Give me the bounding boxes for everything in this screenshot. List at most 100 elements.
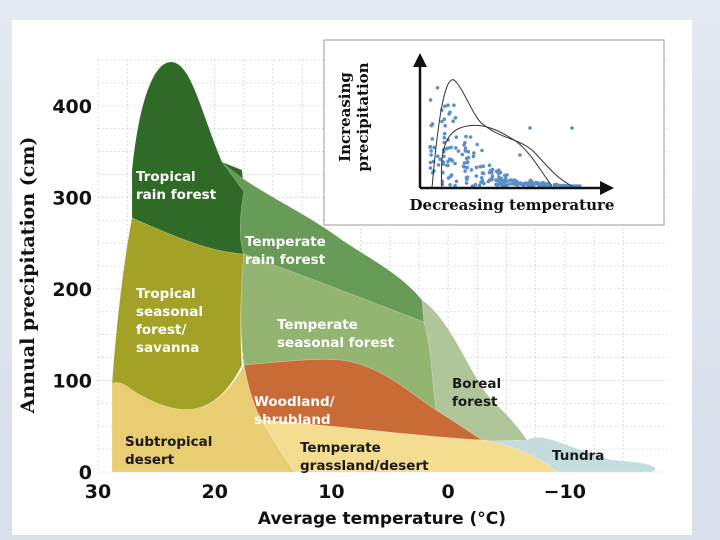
x-tick-label: 30 — [85, 481, 111, 503]
biome-label-line: Subtropical — [125, 434, 212, 450]
biome-label-line: desert — [125, 452, 175, 468]
inset-point — [518, 153, 522, 157]
inset-point — [526, 182, 531, 186]
inset-point — [466, 155, 471, 160]
inset-point — [441, 162, 446, 166]
inset-chart: Decreasing temperature Increasing precip… — [323, 39, 665, 226]
inset-point — [440, 119, 444, 124]
inset-point — [443, 104, 447, 108]
inset-boundary-inner — [440, 124, 553, 189]
inset-point — [449, 145, 454, 150]
inset-point — [465, 175, 470, 179]
inset-point — [443, 124, 448, 128]
x-axis-title: Average temperature (°C) — [258, 509, 506, 529]
inset-point — [454, 135, 459, 139]
inset-point — [504, 179, 509, 183]
biome-region-tundra — [481, 436, 656, 473]
inset-point — [441, 170, 445, 175]
inset-point — [428, 166, 433, 170]
inset-point — [465, 160, 470, 165]
inset-point — [430, 137, 435, 141]
inset-point — [448, 110, 452, 115]
y-tick-label: 200 — [52, 279, 92, 301]
inset-point — [480, 171, 485, 175]
x-tick-labels: 30 20 10 0 −10 — [85, 481, 586, 503]
inset-point — [474, 174, 479, 178]
inset-point — [531, 183, 536, 188]
inset-frame — [323, 39, 665, 226]
inset-point — [428, 145, 433, 149]
inset-point — [504, 176, 508, 181]
inset-point — [432, 145, 437, 150]
inset-scatter-points — [428, 86, 582, 190]
inset-y-arrow-icon — [413, 53, 427, 67]
y-tick-label: 0 — [79, 462, 92, 484]
biome-label-line: Temperate — [300, 440, 381, 456]
inset-point — [442, 135, 447, 140]
biome-label-temperate-seasonal-forest: Temperate seasonal forest — [277, 317, 395, 351]
inset-point — [464, 134, 468, 139]
inset-point — [446, 103, 450, 107]
y-tick-labels: 0 100 200 300 400 — [52, 96, 92, 484]
biome-label-line: seasonal — [136, 304, 203, 320]
inset-point — [436, 163, 441, 167]
biome-label-subtropical-desert: Subtropical desert — [125, 434, 212, 468]
inset-point — [536, 183, 541, 187]
biome-label-line: Woodland/ — [254, 394, 335, 410]
inset-point — [449, 157, 453, 162]
inset-point — [494, 178, 498, 182]
inset-point — [480, 178, 485, 183]
biome-label-tundra: Tundra — [552, 448, 604, 464]
inset-y-label-line1: Increasing — [336, 72, 354, 162]
biome-region-boreal-forest — [421, 299, 528, 442]
x-tick-label: 10 — [318, 481, 344, 503]
inset-point — [460, 152, 465, 157]
inset-point — [473, 182, 478, 187]
inset-point — [438, 157, 443, 162]
inset-point — [466, 149, 471, 154]
x-tick-label: −10 — [544, 481, 586, 503]
inset-point — [446, 176, 451, 180]
x-tick-label: 0 — [442, 481, 455, 503]
biome-label-woodland-shrubland: Woodland/shrubland — [254, 394, 335, 428]
inset-point — [481, 164, 486, 168]
inset-point — [456, 149, 461, 153]
biome-label-line: shrubland — [254, 412, 331, 428]
inset-point — [462, 165, 467, 169]
inset-point — [487, 163, 492, 168]
inset-point — [468, 135, 473, 139]
inset-point — [449, 173, 454, 177]
biome-label-line: Tundra — [552, 448, 604, 464]
inset-point — [482, 181, 486, 186]
biome-region-temperate-grassland-desert — [261, 419, 558, 473]
inset-point — [529, 183, 533, 188]
inset-x-label: Decreasing temperature — [410, 196, 615, 214]
inset-point — [543, 183, 547, 187]
inset-point — [490, 176, 494, 180]
inset-point — [453, 116, 458, 120]
inset-point — [494, 182, 498, 187]
inset-point — [559, 184, 563, 188]
inset-point — [451, 119, 456, 123]
inset-point — [463, 169, 468, 173]
inset-point — [528, 126, 532, 130]
biome-label-temperate-rain-forest: Temperate rain forest — [245, 234, 326, 268]
inset-point — [442, 131, 447, 136]
inset-point — [494, 169, 499, 174]
inset-point — [463, 146, 468, 151]
biome-label-line: rain forest — [245, 252, 326, 268]
inset-point — [505, 173, 509, 177]
figure-panel: Tropical rain forest Temperate rain forest T… — [12, 20, 692, 535]
inset-x-arrow-icon — [600, 181, 614, 195]
inset-point — [453, 183, 457, 188]
inset-point — [465, 165, 470, 170]
inset-point — [436, 154, 440, 159]
inset-point — [487, 178, 492, 182]
inset-point — [428, 160, 433, 165]
inset-point — [435, 86, 440, 90]
inset-point — [513, 182, 517, 187]
biome-label-line: rain forest — [136, 187, 217, 203]
biome-label-line: forest/ — [136, 322, 186, 338]
